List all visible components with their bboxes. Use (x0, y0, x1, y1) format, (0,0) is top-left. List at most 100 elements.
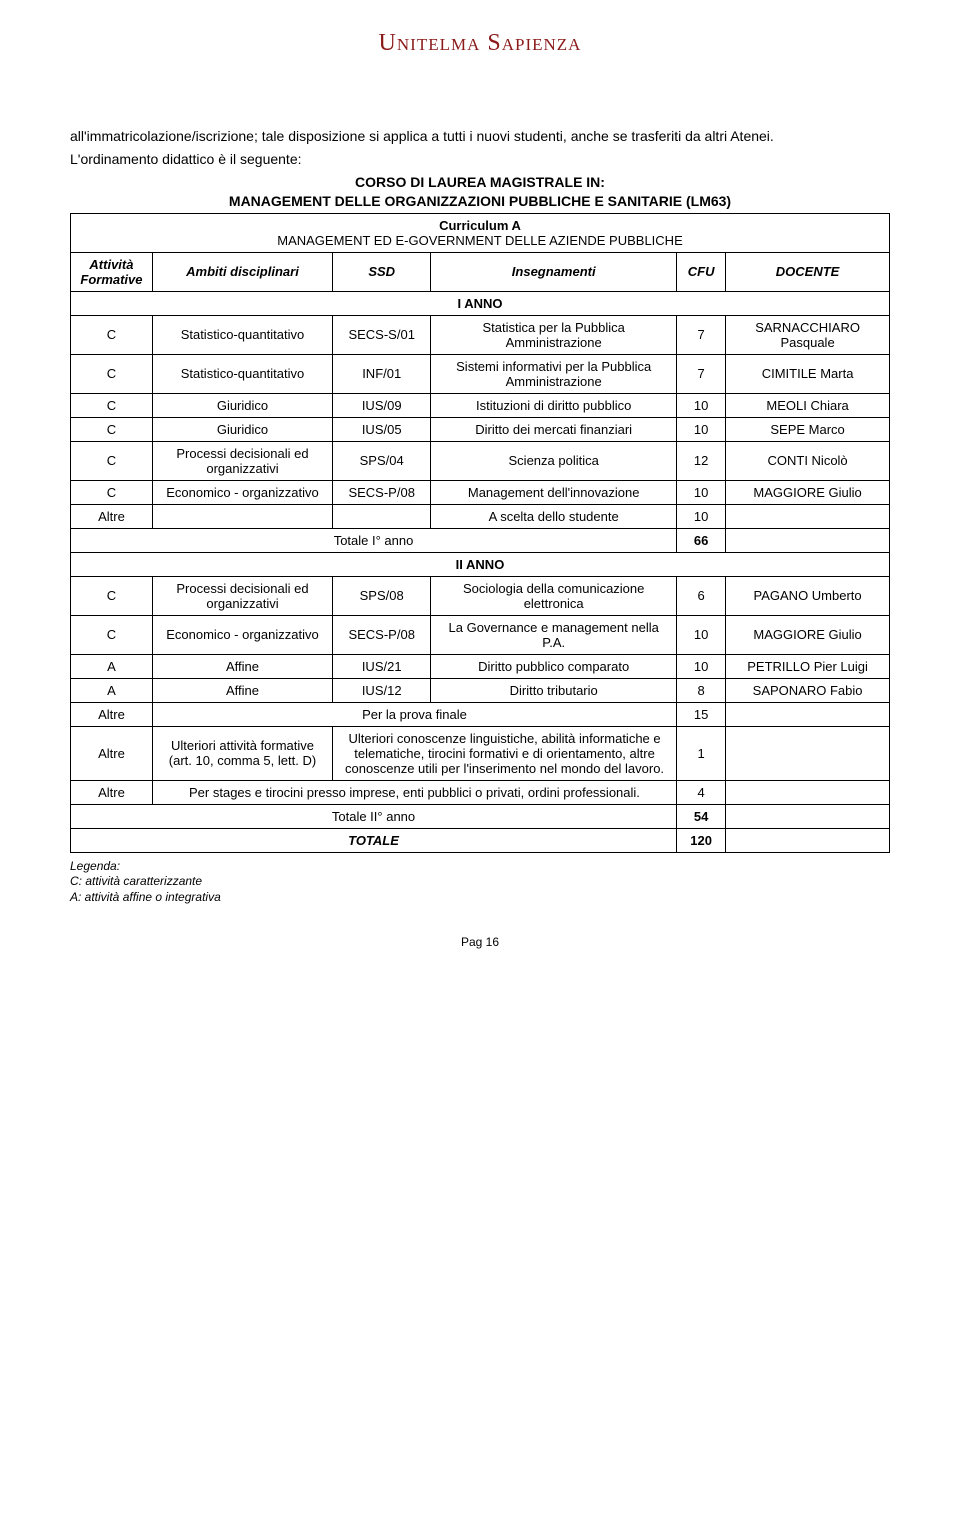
table-row: Altre A scelta dello studente10 (71, 504, 890, 528)
cell-label: Per stages e tirocini presso imprese, en… (152, 780, 676, 804)
page: Unitelma Sapienza all'immatricolazione/i… (0, 0, 960, 979)
cell-ssd: INF/01 (333, 354, 431, 393)
cell-attivita: Altre (71, 504, 153, 528)
cell-cfu: 10 (677, 480, 726, 504)
legend-a: A: attività affine o integrativa (70, 890, 890, 906)
cell-attivita: A (71, 654, 153, 678)
cell-docente: SAPONARO Fabio (726, 678, 890, 702)
grand-total-cfu: 120 (677, 828, 726, 852)
cell-ssd: SECS-P/08 (333, 615, 431, 654)
legend: Legenda: C: attività caratterizzante A: … (70, 859, 890, 906)
cell-ssd: SECS-P/08 (333, 480, 431, 504)
cell-ssd (333, 504, 431, 528)
year2-total-label: Totale II° anno (71, 804, 677, 828)
cell-cfu: 4 (677, 780, 726, 804)
legend-title: Legenda: (70, 859, 890, 875)
cell-blank (726, 726, 890, 780)
cell-cfu: 7 (677, 354, 726, 393)
table-row: CStatistico-quantitativoSECS-S/01Statist… (71, 315, 890, 354)
year2-label: II ANNO (71, 552, 890, 576)
table-row: AltreUlteriori attività formative (art. … (71, 726, 890, 780)
table-header-row: Attività Formative Ambiti disciplinari S… (71, 252, 890, 291)
year1-total-label: Totale I° anno (71, 528, 677, 552)
table-row: AltrePer stages e tirocini presso impres… (71, 780, 890, 804)
cell-ambiti: Economico - organizzativo (152, 615, 332, 654)
table-row: CEconomico - organizzativoSECS-P/08Manag… (71, 480, 890, 504)
curriculum-header-row: Curriculum A MANAGEMENT ED E-GOVERNMENT … (71, 213, 890, 252)
cell-docente: MAGGIORE Giulio (726, 615, 890, 654)
cell-attivita: C (71, 615, 153, 654)
cell-insegnamenti: Diritto tributario (431, 678, 677, 702)
cell-ssd: IUS/21 (333, 654, 431, 678)
cell-attivita: A (71, 678, 153, 702)
cell-docente: CONTI Nicolò (726, 441, 890, 480)
grand-total-row: TOTALE 120 (71, 828, 890, 852)
cell-ssd: SECS-S/01 (333, 315, 431, 354)
cell-cfu: 12 (677, 441, 726, 480)
page-number: Pag 16 (70, 935, 890, 949)
cell-cfu: 6 (677, 576, 726, 615)
cell-insegnamenti: La Governance e management nella P.A. (431, 615, 677, 654)
intro-text-1: all'immatricolazione/iscrizione; tale di… (70, 127, 890, 146)
cell-docente: MAGGIORE Giulio (726, 480, 890, 504)
cell-insegnamenti: A scelta dello studente (431, 504, 677, 528)
cell-attivita: Altre (71, 726, 153, 780)
curriculum-label-cell: Curriculum A MANAGEMENT ED E-GOVERNMENT … (71, 213, 890, 252)
course-name: MANAGEMENT DELLE ORGANIZZAZIONI PUBBLICH… (70, 192, 890, 211)
cell-docente: PAGANO Umberto (726, 576, 890, 615)
cell-label: Per la prova finale (152, 702, 676, 726)
cell-docente (726, 504, 890, 528)
cell-ssd: SPS/04 (333, 441, 431, 480)
cell-ssd: IUS/12 (333, 678, 431, 702)
cell-attivita: C (71, 393, 153, 417)
cell-docente: MEOLI Chiara (726, 393, 890, 417)
grand-total-blank (726, 828, 890, 852)
course-header: CORSO DI LAUREA MAGISTRALE IN: MANAGEMEN… (70, 173, 890, 211)
year1-total-blank (726, 528, 890, 552)
cell-attivita: Altre (71, 780, 153, 804)
year2-total-blank (726, 804, 890, 828)
cell-ambiti: Processi decisionali ed organizzativi (152, 441, 332, 480)
cell-docente: PETRILLO Pier Luigi (726, 654, 890, 678)
cell-label: Ulteriori conoscenze linguistiche, abili… (333, 726, 677, 780)
table-row: CProcessi decisionali ed organizzativiSP… (71, 441, 890, 480)
year2-label-row: II ANNO (71, 552, 890, 576)
cell-docente: SEPE Marco (726, 417, 890, 441)
cell-attivita: C (71, 315, 153, 354)
table-row: CProcessi decisionali ed organizzativiSP… (71, 576, 890, 615)
table-row: CGiuridicoIUS/05Diritto dei mercati fina… (71, 417, 890, 441)
cell-cfu: 10 (677, 393, 726, 417)
cell-attivita: C (71, 480, 153, 504)
cell-cfu: 10 (677, 615, 726, 654)
cell-cfu: 1 (677, 726, 726, 780)
col-cfu: CFU (677, 252, 726, 291)
cell-insegnamenti: Scienza politica (431, 441, 677, 480)
table-row: AltrePer la prova finale15 (71, 702, 890, 726)
cell-docente: SARNACCHIARO Pasquale (726, 315, 890, 354)
course-title: CORSO DI LAUREA MAGISTRALE IN: (70, 173, 890, 192)
grand-total-label: TOTALE (71, 828, 677, 852)
cell-ambiti: Processi decisionali ed organizzativi (152, 576, 332, 615)
cell-cfu: 10 (677, 504, 726, 528)
cell-attivita: C (71, 417, 153, 441)
cell-cfu: 10 (677, 417, 726, 441)
cell-cfu: 8 (677, 678, 726, 702)
year1-total-cfu: 66 (677, 528, 726, 552)
cell-ambiti: Ulteriori attività formative (art. 10, c… (152, 726, 332, 780)
table-row: CEconomico - organizzativoSECS-P/08La Go… (71, 615, 890, 654)
table-row: CGiuridicoIUS/09Istituzioni di diritto p… (71, 393, 890, 417)
table-row: AAffineIUS/21Diritto pubblico comparato1… (71, 654, 890, 678)
year1-label: I ANNO (71, 291, 890, 315)
col-ssd: SSD (333, 252, 431, 291)
cell-ambiti: Giuridico (152, 417, 332, 441)
cell-ambiti: Statistico-quantitativo (152, 315, 332, 354)
cell-ambiti: Affine (152, 678, 332, 702)
legend-c: C: attività caratterizzante (70, 874, 890, 890)
col-docente: DOCENTE (726, 252, 890, 291)
table-row: AAffineIUS/12Diritto tributario8SAPONARO… (71, 678, 890, 702)
cell-blank (726, 702, 890, 726)
cell-attivita: C (71, 441, 153, 480)
cell-ambiti: Affine (152, 654, 332, 678)
logo: Unitelma Sapienza (70, 30, 890, 57)
cell-cfu: 15 (677, 702, 726, 726)
